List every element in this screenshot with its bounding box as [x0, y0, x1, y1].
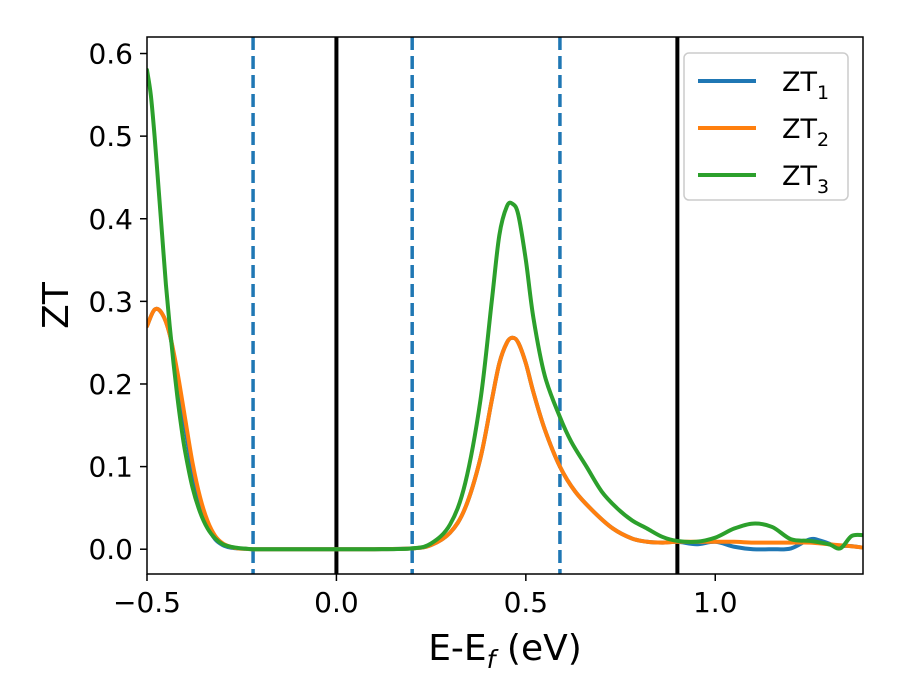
y-tick-label: 0.2	[88, 368, 133, 401]
y-tick-label: 0.0	[88, 533, 133, 566]
x-axis-label-main: E-E	[428, 628, 486, 669]
legend-label-zt3: ZT3	[782, 161, 829, 198]
x-tick-label: 0.0	[314, 586, 359, 619]
y-axis-label: ZT	[36, 281, 77, 329]
axes: −0.5 0.0 0.5 1.0 0.0 0.1 0.2 0.3 0.4 0.5 0.6 E-Ef (…	[36, 36, 864, 674]
x-tick-label: 0.5	[504, 586, 549, 619]
x-axis-label-unit: (eV)	[495, 628, 581, 669]
plot-frame	[146, 36, 864, 575]
legend-label-main: ZT	[782, 114, 817, 145]
plot-content	[147, 37, 863, 574]
x-tick-label: −0.5	[113, 586, 181, 619]
legend-label-main: ZT	[782, 161, 817, 192]
series-line-zt3	[147, 68, 863, 552]
y-tick-label: 0.5	[88, 120, 133, 153]
y-tick-label: 0.4	[88, 203, 133, 236]
y-tick-label: 0.1	[88, 451, 133, 484]
legend-label-main: ZT	[782, 67, 817, 98]
legend-label-subscript: 1	[817, 82, 829, 104]
y-tick-label: 0.6	[88, 38, 133, 71]
legend-label-zt2: ZT2	[782, 114, 829, 151]
y-tick-label: 0.3	[88, 285, 133, 318]
legend-label-subscript: 3	[817, 176, 829, 198]
x-tick-label: 1.0	[693, 586, 738, 619]
legend-label-zt1: ZT1	[782, 67, 829, 104]
legend-label-subscript: 2	[817, 129, 829, 151]
x-axis-label: E-Ef (eV)	[428, 628, 582, 674]
plot-area	[147, 37, 863, 574]
series-line-zt2	[147, 306, 863, 552]
legend-box	[683, 52, 849, 201]
